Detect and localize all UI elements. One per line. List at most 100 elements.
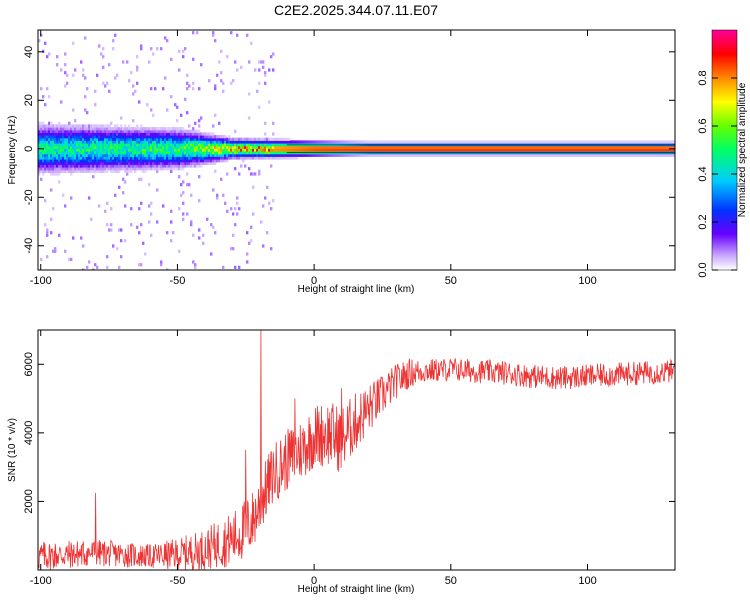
spectrogram-cell (170, 153, 173, 157)
spectrogram-cell (66, 140, 69, 144)
spectrogram-cell (154, 161, 157, 165)
spectrogram-cell (628, 148, 631, 152)
spectrogram-cell (86, 151, 89, 155)
spectrogram-cell (42, 143, 45, 147)
spectrogram-cell (102, 135, 105, 139)
spectrogram-cell (156, 159, 159, 163)
spectrogram-cell (58, 172, 61, 176)
spectrogram-cell (282, 145, 285, 149)
spectrogram-cell (170, 148, 173, 152)
spectrogram-cell (376, 140, 379, 144)
spectrogram-cell (98, 44, 101, 48)
spectrogram-cell (672, 145, 675, 149)
spectrogram-cell (642, 153, 645, 157)
spectrogram-cell (122, 145, 125, 149)
spectrogram-cell (218, 60, 221, 64)
spectrogram-cell (642, 145, 645, 149)
spectrogram-cell (202, 233, 205, 237)
spectrogram-cell (564, 140, 567, 144)
spectrogram-cell (170, 159, 173, 163)
spectrogram-cell (560, 140, 563, 144)
spectrogram-cell (280, 151, 283, 155)
spectrogram-cell (166, 151, 169, 155)
spectrogram-cell (120, 228, 123, 232)
spectrogram-cell (178, 156, 181, 160)
spectrogram-cell (60, 68, 63, 72)
spectrogram-cell (106, 167, 109, 171)
spectrogram-cell (106, 140, 109, 144)
spectrogram-cell (62, 124, 65, 128)
spectrogram-cell (242, 148, 245, 152)
spectrogram-cell (76, 167, 79, 171)
spectrogram-cell (226, 55, 229, 59)
spectrogram-cell (120, 129, 123, 133)
spectrogram-cell (46, 164, 49, 168)
spectrogram-cell (272, 140, 275, 144)
spectrogram-cell (156, 129, 159, 133)
spectrogram-cell (118, 140, 121, 144)
spectrogram-cell (294, 148, 297, 152)
spectrogram-cell (582, 140, 585, 144)
spectrogram-cell (162, 161, 165, 165)
spectrogram-cell (132, 145, 135, 149)
spectrogram-cell (122, 132, 125, 136)
spectrogram-cell (54, 124, 57, 128)
spectrogram-cell (430, 140, 433, 144)
spectrogram-cell (140, 129, 143, 133)
spectrogram-cell (670, 145, 673, 149)
spectrogram-cell (372, 140, 375, 144)
spectrogram-cell (80, 124, 83, 128)
spectrogram-cell (72, 41, 75, 45)
spectrogram-cell (38, 124, 41, 128)
spectrogram-cell (74, 167, 77, 171)
spectrogram-cell (370, 140, 373, 144)
y-tick-label: 4000 (23, 421, 35, 445)
spectrogram-cell (242, 159, 245, 163)
spectrogram-cell (102, 127, 105, 131)
spectrogram-cell (118, 185, 121, 189)
spectrogram-cell (630, 148, 633, 152)
spectrogram-cell (106, 127, 109, 131)
spectrogram-cell (116, 143, 119, 147)
spectrogram-cell (48, 167, 51, 171)
spectrogram-cell (136, 159, 139, 163)
spectrogram-cell (174, 145, 177, 149)
spectrogram-cell (292, 148, 295, 152)
spectrogram-cell (60, 169, 63, 173)
spectrogram-cell (568, 140, 571, 144)
spectrogram-cell (198, 151, 201, 155)
spectrogram-cell (104, 164, 107, 168)
spectrogram-cell (170, 169, 173, 173)
spectrogram-cell (200, 148, 203, 152)
spectrogram-cell (162, 135, 165, 139)
spectrogram-cell (146, 145, 149, 149)
spectrogram-cell (262, 148, 265, 152)
spectrogram-cell (126, 159, 129, 163)
spectrogram-cell (214, 39, 217, 43)
spectrogram-cell (82, 244, 85, 248)
spectrogram-cell (414, 153, 417, 157)
spectrogram-cell (112, 167, 115, 171)
spectrogram-cell (198, 119, 201, 123)
spectrogram-cell (180, 127, 183, 131)
spectrogram-cell (248, 241, 251, 245)
spectrogram-cell (124, 153, 127, 157)
spectrogram-cell (46, 137, 49, 141)
spectrogram-cell (464, 140, 467, 144)
spectrogram-cell (92, 132, 95, 136)
spectrogram-cell (338, 148, 341, 152)
spectrogram-cell (236, 143, 239, 147)
spectrogram-cell (236, 140, 239, 144)
spectrogram-cell (166, 140, 169, 144)
spectrogram-cell (88, 161, 91, 165)
spectrogram-cell (138, 231, 141, 235)
spectrogram-cell (104, 148, 107, 152)
spectrogram-cell (266, 151, 269, 155)
spectrogram-cell (66, 124, 69, 128)
spectrogram-cell (476, 140, 479, 144)
spectrogram-cell (218, 145, 221, 149)
spectrogram-cell (586, 148, 589, 152)
spectrogram-cell (98, 129, 101, 133)
spectrogram-cell (574, 153, 577, 157)
spectrogram-cell (374, 153, 377, 157)
